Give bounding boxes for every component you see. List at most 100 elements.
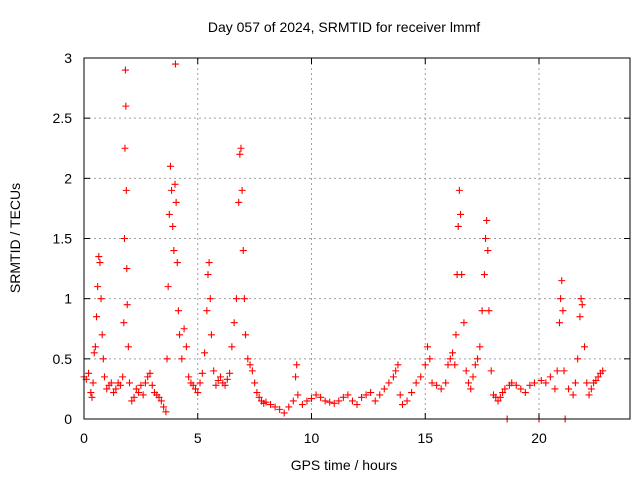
data-point [417, 373, 425, 381]
x-axis-title: GPS time / hours [291, 457, 398, 473]
data-point [121, 66, 129, 74]
data-point [326, 398, 334, 406]
data-point [116, 381, 124, 389]
data-point [494, 397, 502, 405]
data-point [112, 385, 120, 393]
data-point [128, 397, 136, 405]
data-point [120, 319, 128, 327]
data-point [137, 381, 145, 389]
data-point [87, 389, 95, 397]
data-point [353, 401, 361, 409]
data-point [437, 385, 445, 393]
data-point [308, 395, 315, 403]
data-point [576, 313, 584, 321]
y-axis: 0 0.5 1 1.5 2 2.5 3 [53, 50, 630, 427]
data-point [496, 393, 504, 401]
data-point [396, 391, 404, 399]
x-tick-label: 15 [417, 430, 433, 446]
data-point [583, 379, 591, 387]
data-point [237, 144, 245, 152]
data-point [428, 379, 436, 387]
data-point [180, 325, 188, 333]
data-point [546, 373, 554, 381]
data-point [312, 391, 320, 399]
data-point [469, 373, 477, 381]
data-point [185, 373, 193, 381]
data-point [467, 385, 475, 393]
data-point [317, 393, 325, 401]
data-point [276, 405, 284, 413]
x-tick-label: 20 [531, 430, 547, 446]
data-point [164, 283, 172, 291]
data-point [471, 361, 479, 369]
data-point [592, 376, 600, 384]
data-point [280, 409, 288, 417]
data-point [267, 401, 275, 409]
data-point [487, 367, 495, 375]
data-point [294, 391, 302, 399]
data-point [385, 379, 393, 387]
data-point [271, 403, 279, 411]
data-point [99, 355, 107, 363]
data-point [457, 210, 465, 218]
data-point [119, 373, 127, 381]
grid [84, 58, 630, 419]
data-point [412, 379, 420, 387]
data-point [571, 379, 579, 387]
data-point [123, 265, 131, 273]
data-point [174, 307, 182, 315]
data-point [98, 331, 106, 339]
data-point [344, 391, 352, 399]
data-point [93, 313, 101, 321]
data-point [559, 307, 567, 315]
data-point [148, 381, 156, 389]
data-point [442, 379, 450, 387]
data-point [362, 391, 370, 399]
x-tick-label: 10 [304, 430, 320, 446]
data-point [480, 271, 488, 279]
data-point [293, 361, 301, 369]
data-point [339, 393, 347, 401]
x-tick-label: 5 [194, 430, 202, 446]
data-point [89, 379, 97, 387]
data-point [255, 393, 263, 401]
data-point [121, 144, 129, 152]
data-point [163, 355, 171, 363]
data-point [483, 216, 491, 224]
data-point [501, 385, 509, 393]
data-point [599, 367, 607, 375]
data-point [223, 375, 231, 383]
data-point [166, 162, 174, 170]
data-point [380, 385, 388, 393]
data-point [553, 367, 561, 375]
data-point [285, 403, 293, 411]
data-point [530, 379, 538, 387]
y-tick-label: 1.5 [53, 231, 73, 247]
data-point [585, 391, 593, 399]
data-point [551, 385, 559, 393]
data-point [126, 379, 133, 387]
data-point [206, 295, 214, 303]
data-point [240, 295, 248, 303]
data-point [557, 295, 565, 303]
data-point [214, 376, 222, 384]
data-point [508, 379, 516, 387]
data-point [460, 319, 468, 327]
data-point [100, 373, 108, 381]
data-point [560, 367, 568, 375]
data-point [394, 361, 402, 369]
data-point [205, 259, 213, 267]
data-point [446, 355, 454, 363]
data-point [238, 186, 246, 194]
data-point [176, 331, 184, 339]
data-point [458, 271, 466, 279]
data-point [569, 391, 577, 399]
data-point [207, 331, 215, 339]
data-point [169, 222, 177, 230]
data-point [499, 389, 507, 397]
data-point [236, 150, 244, 158]
data-point [462, 367, 470, 375]
data-point [371, 397, 379, 405]
data-point [122, 186, 130, 194]
data-point [298, 401, 306, 409]
